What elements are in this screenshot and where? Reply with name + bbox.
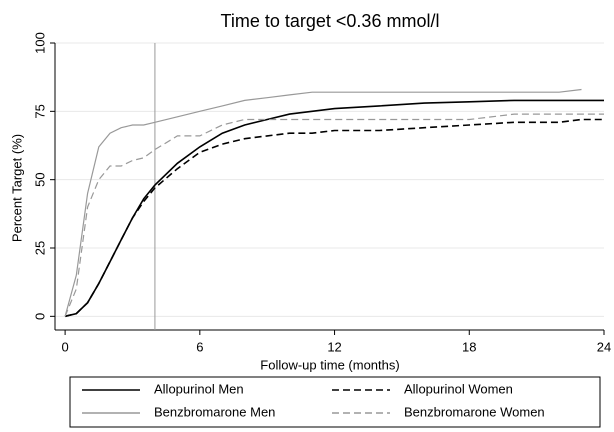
y-tick-label: 100 <box>32 32 47 54</box>
legend-label: Allopurinol Women <box>404 381 513 396</box>
legend-label: Allopurinol Men <box>154 381 244 396</box>
x-tick-label: 0 <box>61 339 68 354</box>
series-line <box>64 113 604 317</box>
chart-title: Time to target <0.36 mmol/l <box>221 11 440 31</box>
x-tick-label: 24 <box>597 339 611 354</box>
x-tick-label: 6 <box>196 339 203 354</box>
x-tick-label: 12 <box>327 339 341 354</box>
y-tick-label: 0 <box>32 313 47 320</box>
legend-box <box>69 376 601 428</box>
y-tick-label: 75 <box>32 104 47 118</box>
series-line <box>64 88 582 317</box>
y-axis-label: Percent Target (%) <box>9 134 24 242</box>
x-axis-label: Follow-up time (months) <box>260 357 399 372</box>
y-tick-label: 25 <box>32 241 47 255</box>
legend-label: Benzbromarone Women <box>404 404 545 419</box>
series-line <box>64 118 604 318</box>
y-tick-label: 50 <box>32 172 47 186</box>
x-tick-label: 18 <box>462 339 476 354</box>
legend-label: Benzbromarone Men <box>154 404 275 419</box>
